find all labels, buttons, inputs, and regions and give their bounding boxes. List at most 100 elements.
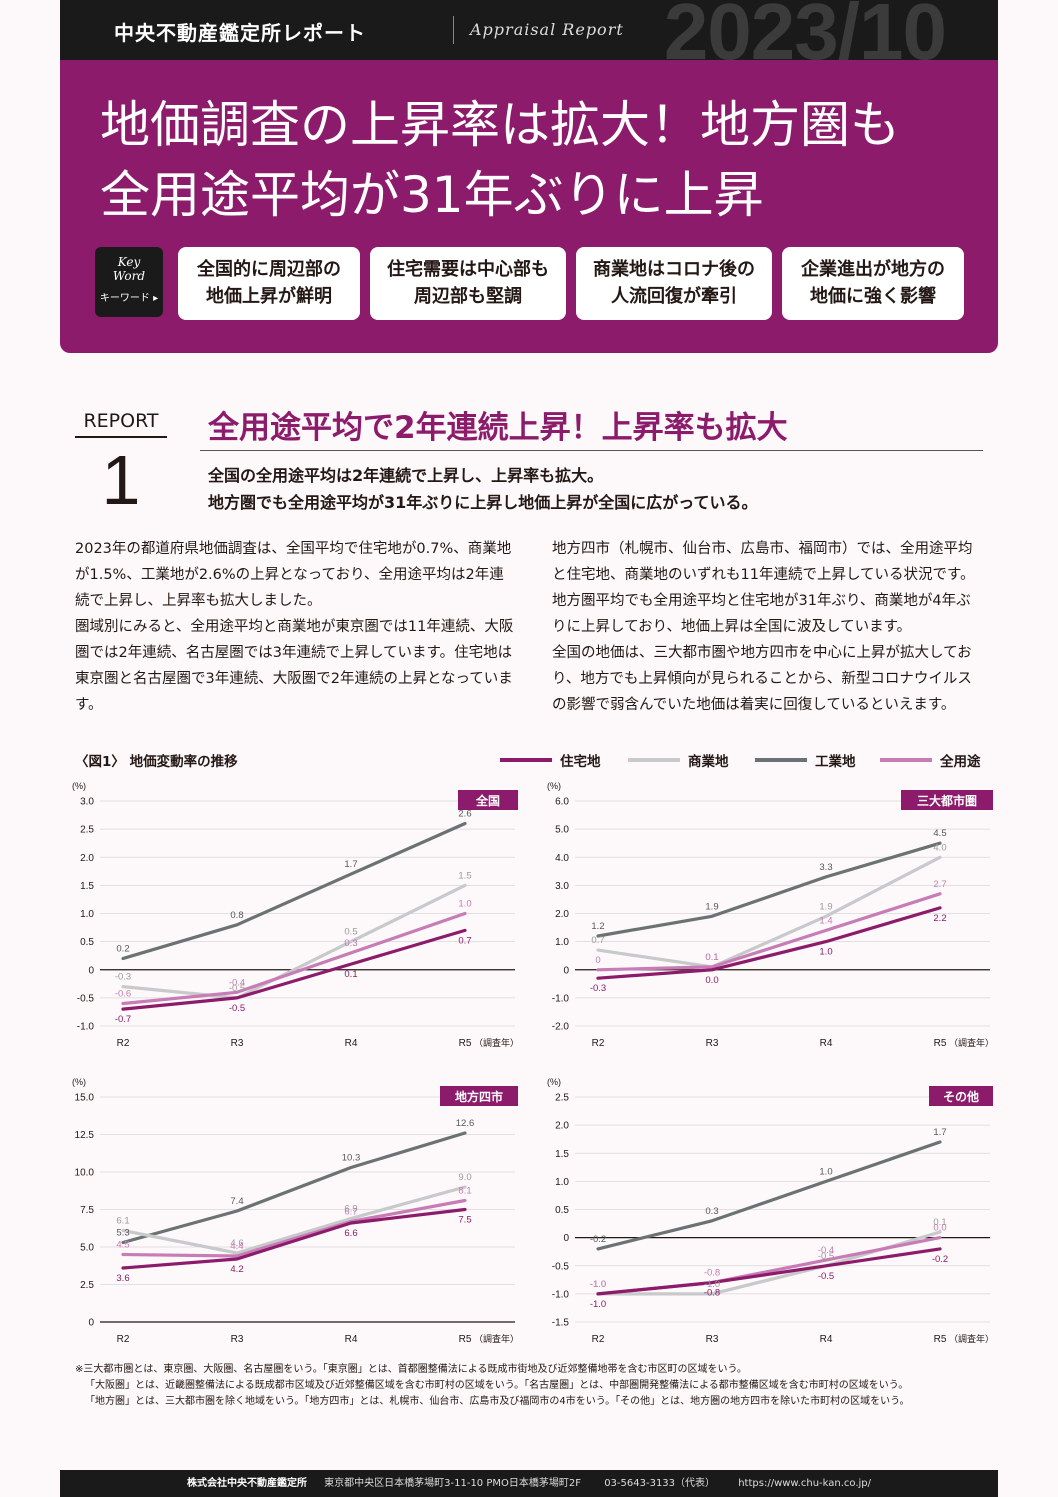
data-label-all-uses: 4.5 <box>116 1240 129 1251</box>
y-axis-unit: (%) <box>72 1077 86 1087</box>
data-label-residential: -0.3 <box>590 983 606 994</box>
figure-title: 〈図1〉 地価変動率の推移 <box>75 754 238 770</box>
data-label-commercial: -0.5 <box>229 983 245 994</box>
data-label-all-uses: 1.0 <box>458 899 471 910</box>
data-label-commercial: 0.5 <box>344 927 357 938</box>
y-tick-label: 15.0 <box>75 1093 95 1104</box>
footnotes: ※三大都市圏とは、東京圏、大阪圏、名古屋圏をいう。「東京圏」とは、首都圏整備法に… <box>75 1362 910 1410</box>
data-label-all-uses: 1.4 <box>819 915 832 926</box>
y-tick-label: 1.0 <box>555 937 569 948</box>
data-label-commercial: 0.7 <box>591 935 604 946</box>
y-tick-label: 1.0 <box>555 1177 569 1188</box>
footnote: 「地方圏」とは、三大都市圏を除く地域をいう。「地方四市」とは、札幌市、仙台市、広… <box>85 1396 910 1407</box>
data-label-industrial: 1.9 <box>705 901 718 912</box>
data-label-all-uses: 0.0 <box>933 1223 946 1234</box>
footer-address: 東京都中央区日本橋茅場町3-11-10 PMO日本橋茅場町2F <box>324 1478 581 1489</box>
footer-url[interactable]: https://www.chu-kan.co.jp/ <box>738 1478 872 1489</box>
chart-title: 全国 <box>475 793 500 808</box>
x-tick-label: R4 <box>820 1038 833 1049</box>
data-label-all-uses: 2.7 <box>933 879 946 890</box>
data-label-industrial: 12.6 <box>456 1118 475 1129</box>
lead-line-1: 全国の全用途平均は2年連続で上昇し、上昇率も拡大。 <box>208 466 604 485</box>
data-label-commercial: 6.9 <box>344 1204 357 1215</box>
data-label-industrial: 1.0 <box>819 1166 832 1177</box>
series-line-all-uses <box>121 911 467 1006</box>
chart-other-regions: -1.5 -1.0 -0.5 0 0.5 1.0 1.5 2.0 2.5 (%) R2 R3 R4 R5 （… <box>535 1072 995 1357</box>
y-tick-label: 10.0 <box>75 1168 95 1179</box>
report-lead: 全国の全用途平均は2年連続で上昇し、上昇率も拡大。 地方圏でも全用途平均が31年… <box>208 462 757 516</box>
keyword-tag-label: キーワード ▸ <box>99 293 159 304</box>
series-line-industrial <box>121 1131 467 1245</box>
y-tick-label: 0 <box>563 965 569 976</box>
y-tick-label: 0 <box>88 965 94 976</box>
footer-bar: 株式会社中央不動産鑑定所 東京都中央区日本橋茅場町3-11-10 PMO日本橋茅… <box>60 1470 998 1497</box>
data-label-commercial: 9.0 <box>458 1172 471 1183</box>
data-label-all-uses: 0.3 <box>344 938 357 949</box>
data-label-commercial: 1.5 <box>458 870 471 881</box>
keyword-card-line: 全国的に周辺部の <box>197 259 341 280</box>
data-label-residential: 2.2 <box>933 913 946 924</box>
x-tick-label: R3 <box>706 1334 719 1345</box>
data-label-industrial: 1.2 <box>591 921 604 932</box>
data-label-commercial: 6.1 <box>116 1216 129 1227</box>
data-label-all-uses: 4.4 <box>230 1241 243 1252</box>
body-column-left: 2023年の都道府県地価調査は、全国平均で住宅地が0.7%、商業地が1.5%、工… <box>75 536 515 718</box>
chart-title-tag <box>901 790 993 810</box>
legend-swatch <box>755 758 807 762</box>
headline: 地価調査の上昇率は拡大！地方圏も 全用途平均が31年ぶりに上昇 <box>100 90 900 230</box>
footer-phone: 03-5643-3133（代表） <box>604 1478 716 1489</box>
series-line-commercial <box>596 855 942 969</box>
series-line-residential <box>121 1207 467 1270</box>
data-label-residential: 4.2 <box>230 1264 243 1275</box>
data-label-industrial: 2.6 <box>458 809 471 820</box>
data-label-commercial: 4.6 <box>230 1238 243 1249</box>
data-label-residential: -0.5 <box>229 1003 245 1014</box>
title-divider <box>200 450 983 451</box>
y-tick-label: 2.0 <box>555 1121 569 1132</box>
data-label-industrial: 5.3 <box>116 1228 129 1239</box>
data-label-industrial: 7.4 <box>230 1196 243 1207</box>
data-label-commercial: 0.1 <box>933 1217 946 1228</box>
series-line-residential <box>121 928 467 1011</box>
y-tick-label: 6.0 <box>555 797 569 808</box>
series-line-commercial <box>121 883 467 1000</box>
data-label-all-uses: -0.4 <box>818 1245 834 1256</box>
y-tick-label: 1.0 <box>80 909 94 920</box>
chart-title: 三大都市圏 <box>917 793 977 808</box>
x-tick-label: R5 <box>934 1334 947 1345</box>
y-tick-label: 0.5 <box>555 1205 569 1216</box>
y-tick-label: -1.0 <box>552 993 570 1004</box>
data-label-commercial: -0.3 <box>115 972 131 983</box>
data-label-commercial: -1.0 <box>590 1279 606 1290</box>
data-label-residential: 0.7 <box>458 935 471 946</box>
data-label-residential: -0.7 <box>115 1014 131 1025</box>
body-paragraph: 地方四市（札幌市、仙台市、広島市、福岡市）では、全用途平均と住宅地、商業地のいず… <box>552 541 975 635</box>
y-tick-label: 1.5 <box>555 1149 569 1160</box>
lead-line-2: 地方圏でも全用途平均が31年ぶりに上昇し地価上昇が全国に広がっている。 <box>208 493 758 512</box>
keyword-card-3: 商業地はコロナ後の 人流回復が牽引 <box>576 247 772 320</box>
data-label-commercial: 4.0 <box>933 842 946 853</box>
footnote: ※三大都市圏とは、東京圏、大阪圏、名古屋圏をいう。「東京圏」とは、首都圏整備法に… <box>75 1364 747 1375</box>
x-tick-label: R3 <box>231 1334 244 1345</box>
x-tick-label: R5 <box>459 1334 472 1345</box>
data-label-residential: 7.5 <box>458 1215 471 1226</box>
y-tick-label: 0.5 <box>80 937 94 948</box>
data-label-all-uses: -0.8 <box>704 1268 720 1279</box>
y-tick-label: 2.5 <box>555 1093 569 1104</box>
keyword-card-2: 住宅需要は中心部も 周辺部も堅調 <box>370 247 566 320</box>
chart-svg: -2.0 -1.0 0 1.0 2.0 3.0 4.0 5.0 6.0 (%) R2 R3 R4 R5 （調… <box>547 781 994 1049</box>
data-label-all-uses: 6.7 <box>344 1207 357 1218</box>
body-paragraph: 圏域別にみると、全用途平均と商業地が東京圏では11年連続、大阪圏では2年連続、名… <box>75 619 514 713</box>
y-tick-label: -2.0 <box>552 1022 570 1033</box>
data-label-residential: 6.6 <box>344 1228 357 1239</box>
chart-svg: -1.5 -1.0 -0.5 0 0.5 1.0 1.5 2.0 2.5 (%) R2 R3 R4 R5 （… <box>547 1077 994 1345</box>
legend-label: 全用途 <box>940 754 981 770</box>
y-tick-label: 12.5 <box>75 1130 95 1141</box>
x-tick-label: R5 <box>934 1038 947 1049</box>
series-line-commercial <box>596 1230 942 1296</box>
y-tick-label: 0 <box>88 1318 94 1329</box>
y-tick-label: 0 <box>563 1233 569 1244</box>
y-tick-label: -0.5 <box>552 1261 570 1272</box>
x-tick-label: R2 <box>117 1334 130 1345</box>
keyword-card-line: 地価に強く影響 <box>810 286 936 307</box>
